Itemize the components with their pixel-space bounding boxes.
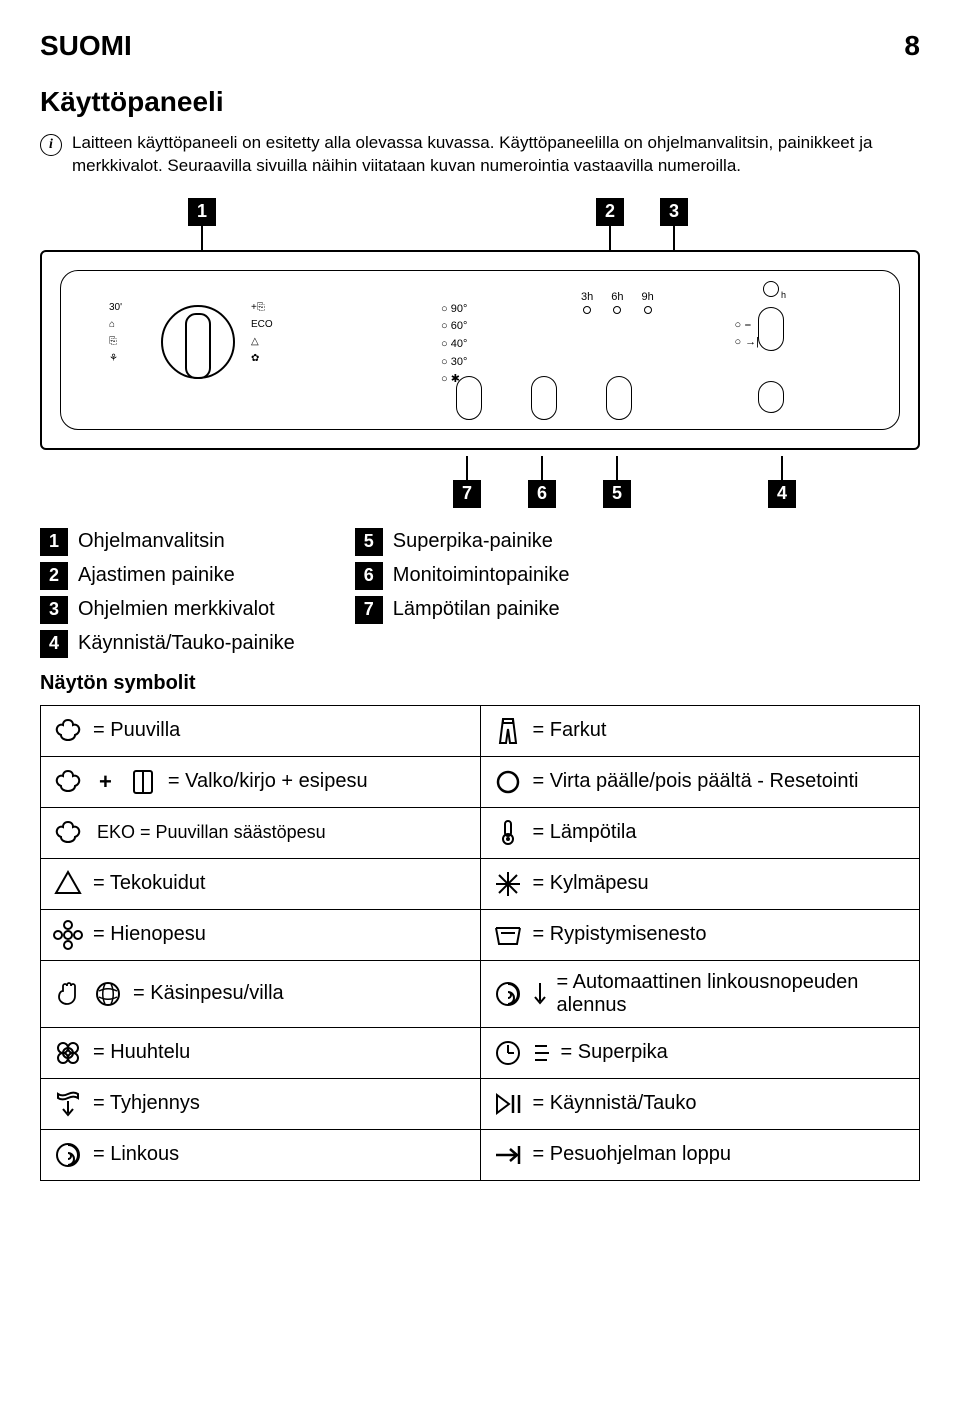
callout-2: 2: [596, 198, 624, 226]
prewash-icon: [128, 767, 158, 797]
delicate-icon: [53, 920, 83, 950]
legend-item: 6Monitoimintopainike: [355, 562, 570, 590]
table-row: = Tyhjennys= Käynnistä/Tauko: [41, 1078, 920, 1129]
legend-item: 4Käynnistä/Tauko-painike: [40, 630, 295, 658]
page-title: Käyttöpaneeli: [40, 86, 920, 118]
hand-icon: [53, 979, 83, 1009]
symbols-table: = Puuvilla= Farkut+= Valko/kirjo + esipe…: [40, 705, 920, 1181]
legend-item: 7Lämpötilan painike: [355, 596, 570, 624]
delay-leds: 3h 6h 9h: [581, 291, 654, 314]
end-icon: [493, 1140, 523, 1170]
legend-item: 1Ohjelmanvalitsin: [40, 528, 295, 556]
table-row: = Huuhtelu= Superpika: [41, 1027, 920, 1078]
panel-button: [606, 376, 632, 420]
callout-3: 3: [660, 198, 688, 226]
thermo-icon: [493, 818, 523, 848]
symbols-heading: Näytön symbolit: [40, 672, 920, 695]
callout-4: 4: [768, 480, 796, 508]
table-row: = Tekokuidut= Kylmäpesu: [41, 858, 920, 909]
wool-icon: [93, 979, 123, 1009]
callout-6: 6: [528, 480, 556, 508]
table-row: += Valko/kirjo + esipesu= Virta päälle/p…: [41, 756, 920, 807]
down-arrow-icon: [533, 979, 547, 1009]
power-icon: [493, 767, 523, 797]
table-row: = Puuvilla= Farkut: [41, 705, 920, 756]
callout-5: 5: [603, 480, 631, 508]
page-number: 8: [904, 30, 920, 62]
spin-icon: [493, 979, 523, 1009]
legend-item: 2Ajastimen painike: [40, 562, 295, 590]
dial-icon: [161, 305, 235, 379]
cotton-icon: [53, 767, 83, 797]
cotton-icon: [53, 716, 83, 746]
snow-icon: [493, 869, 523, 899]
intro-text: Laitteen käyttöpaneeli on esitetty alla …: [72, 132, 920, 178]
temperature-leds: 90° 60° 40° 30° ✱: [441, 301, 467, 389]
legend-item: 3Ohjelmien merkkivalot: [40, 596, 295, 624]
control-panel-figure: 1 2 3 30' ⌂ ⎘ ⚘ +⎘ ECO △ ✿: [40, 198, 920, 508]
table-row: = Linkous= Pesuohjelman loppu: [41, 1129, 920, 1180]
language-label: SUOMI: [40, 30, 132, 62]
panel-button: [456, 376, 482, 420]
panel-button: [531, 376, 557, 420]
clock-icon: [763, 281, 779, 297]
drain-icon: [53, 1089, 83, 1119]
panel-button: [758, 307, 784, 351]
clock-icon: [493, 1038, 523, 1068]
table-row: EKO = Puuvillan säästöpesu= Lämpötila: [41, 807, 920, 858]
table-row: = Käsinpesu/villa= Automaattinen linkous…: [41, 960, 920, 1027]
info-icon: i: [40, 134, 62, 156]
speed-lines-icon: [533, 1038, 551, 1068]
callout-7: 7: [453, 480, 481, 508]
spin-icon: [53, 1140, 83, 1170]
cotton-icon: [53, 818, 83, 848]
callout-1: 1: [188, 198, 216, 226]
rinse-icon: [53, 1038, 83, 1068]
jeans-icon: [493, 716, 523, 746]
synth-icon: [53, 869, 83, 899]
table-row: = Hienopesu= Rypistymisenesto: [41, 909, 920, 960]
panel-button: [758, 381, 784, 413]
playpause-icon: [493, 1089, 523, 1119]
basin-icon: [493, 920, 523, 950]
legend-item: 5Superpika-painike: [355, 528, 570, 556]
